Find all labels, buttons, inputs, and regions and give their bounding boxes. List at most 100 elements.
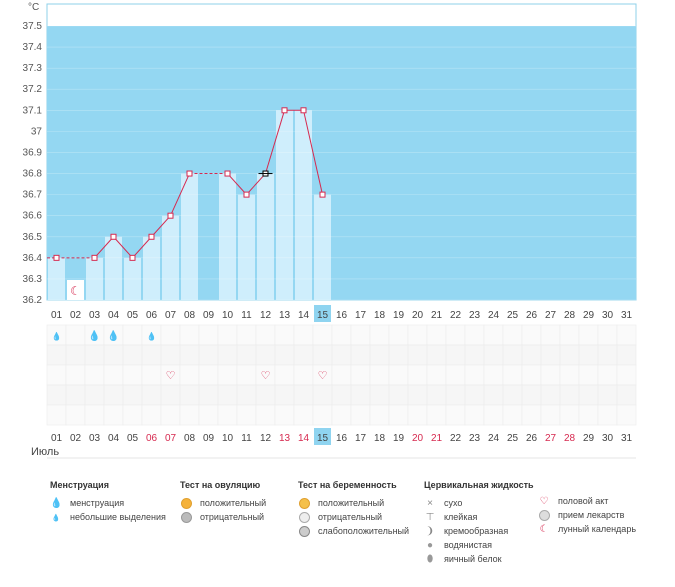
marker-cell[interactable] xyxy=(388,344,409,366)
marker-cell[interactable] xyxy=(65,344,86,366)
marker-cell[interactable] xyxy=(236,404,257,426)
day-label-top[interactable]: 31 xyxy=(621,310,633,321)
marker-cell[interactable] xyxy=(217,404,238,426)
marker-cell[interactable] xyxy=(103,364,124,386)
marker-cell[interactable] xyxy=(369,324,390,346)
marker-cell[interactable] xyxy=(274,404,295,426)
marker-cell[interactable] xyxy=(388,364,409,386)
marker-cell[interactable] xyxy=(407,344,428,366)
marker-cell[interactable] xyxy=(426,324,447,346)
day-label-top[interactable]: 28 xyxy=(564,310,576,321)
marker-cell[interactable] xyxy=(521,324,542,346)
day-label-bottom[interactable]: 10 xyxy=(222,433,234,444)
day-label-bottom[interactable]: 14 xyxy=(298,433,310,444)
day-label-bottom[interactable]: 12 xyxy=(260,433,272,444)
marker-cell[interactable] xyxy=(179,344,200,366)
temperature-point[interactable] xyxy=(148,233,155,240)
marker-cell[interactable] xyxy=(502,384,523,406)
marker-cell[interactable] xyxy=(274,364,295,386)
marker-cell[interactable] xyxy=(236,324,257,346)
marker-cell[interactable] xyxy=(464,404,485,426)
marker-cell[interactable] xyxy=(502,364,523,386)
marker-cell[interactable] xyxy=(426,364,447,386)
marker-cell[interactable] xyxy=(217,344,238,366)
marker-cell[interactable] xyxy=(46,364,67,386)
marker-cell[interactable] xyxy=(369,384,390,406)
marker-cell[interactable] xyxy=(103,344,124,366)
marker-cell[interactable] xyxy=(84,364,105,386)
marker-cell[interactable] xyxy=(236,344,257,366)
marker-cell[interactable] xyxy=(141,404,162,426)
day-label-bottom[interactable]: 02 xyxy=(70,433,82,444)
marker-cell[interactable] xyxy=(616,324,637,346)
day-label-top[interactable]: 23 xyxy=(469,310,481,321)
day-label-bottom[interactable]: 23 xyxy=(469,433,481,444)
temperature-point[interactable] xyxy=(91,254,98,261)
marker-cell[interactable] xyxy=(407,324,428,346)
marker-cell[interactable] xyxy=(616,384,637,406)
marker-cell[interactable] xyxy=(236,384,257,406)
temperature-point[interactable] xyxy=(243,191,250,198)
day-label-top[interactable]: 19 xyxy=(393,310,405,321)
marker-cell[interactable] xyxy=(407,384,428,406)
marker-cell[interactable] xyxy=(65,364,86,386)
day-label-top[interactable]: 05 xyxy=(127,310,139,321)
marker-cell[interactable] xyxy=(369,344,390,366)
day-label-bottom[interactable]: 17 xyxy=(355,433,367,444)
marker-cell[interactable] xyxy=(293,384,314,406)
marker-cell[interactable] xyxy=(331,404,352,426)
marker-cell[interactable] xyxy=(597,384,618,406)
marker-cell[interactable] xyxy=(331,364,352,386)
marker-cell[interactable] xyxy=(160,404,181,426)
day-label-bottom[interactable]: 11 xyxy=(241,433,252,444)
marker-cell[interactable] xyxy=(141,364,162,386)
marker-cell[interactable] xyxy=(350,404,371,426)
marker-cell[interactable] xyxy=(103,404,124,426)
marker-cell[interactable] xyxy=(122,384,143,406)
day-label-top[interactable]: 04 xyxy=(108,310,120,321)
marker-cell[interactable] xyxy=(122,324,143,346)
marker-cell[interactable] xyxy=(388,384,409,406)
marker-cell[interactable] xyxy=(407,364,428,386)
day-label-bottom[interactable]: 22 xyxy=(450,433,462,444)
marker-cell[interactable] xyxy=(521,344,542,366)
marker-cell[interactable] xyxy=(179,324,200,346)
marker-cell[interactable] xyxy=(65,404,86,426)
marker-cell[interactable] xyxy=(578,324,599,346)
marker-cell[interactable] xyxy=(426,344,447,366)
day-label-top[interactable]: 13 xyxy=(279,310,291,321)
marker-cell[interactable] xyxy=(331,324,352,346)
day-label-top[interactable]: 25 xyxy=(507,310,519,321)
marker-cell[interactable] xyxy=(597,404,618,426)
day-label-bottom[interactable]: 27 xyxy=(545,433,557,444)
day-label-top[interactable]: 18 xyxy=(374,310,386,321)
temperature-point[interactable] xyxy=(186,170,193,177)
marker-cell[interactable] xyxy=(84,344,105,366)
day-label-top[interactable]: 30 xyxy=(602,310,614,321)
marker-cell[interactable] xyxy=(426,384,447,406)
marker-cell[interactable] xyxy=(578,344,599,366)
marker-cell[interactable] xyxy=(445,404,466,426)
marker-cell[interactable] xyxy=(255,384,276,406)
marker-cell[interactable] xyxy=(540,324,561,346)
marker-cell[interactable] xyxy=(464,364,485,386)
marker-cell[interactable] xyxy=(312,324,333,346)
marker-cell[interactable] xyxy=(483,404,504,426)
marker-cell[interactable] xyxy=(331,344,352,366)
marker-cell[interactable] xyxy=(559,384,580,406)
temperature-point[interactable] xyxy=(167,212,174,219)
marker-cell[interactable] xyxy=(521,364,542,386)
marker-cell[interactable] xyxy=(141,344,162,366)
day-label-top[interactable]: 12 xyxy=(260,310,272,321)
day-label-bottom[interactable]: 31 xyxy=(621,433,633,444)
marker-cell[interactable] xyxy=(198,344,219,366)
marker-cell[interactable] xyxy=(464,324,485,346)
marker-cell[interactable] xyxy=(198,364,219,386)
day-label-top[interactable]: 17 xyxy=(355,310,367,321)
marker-cell[interactable] xyxy=(160,384,181,406)
marker-cell[interactable] xyxy=(540,404,561,426)
marker-cell[interactable] xyxy=(369,364,390,386)
temperature-point[interactable] xyxy=(53,254,60,261)
marker-cell[interactable] xyxy=(293,324,314,346)
marker-cell[interactable] xyxy=(217,384,238,406)
